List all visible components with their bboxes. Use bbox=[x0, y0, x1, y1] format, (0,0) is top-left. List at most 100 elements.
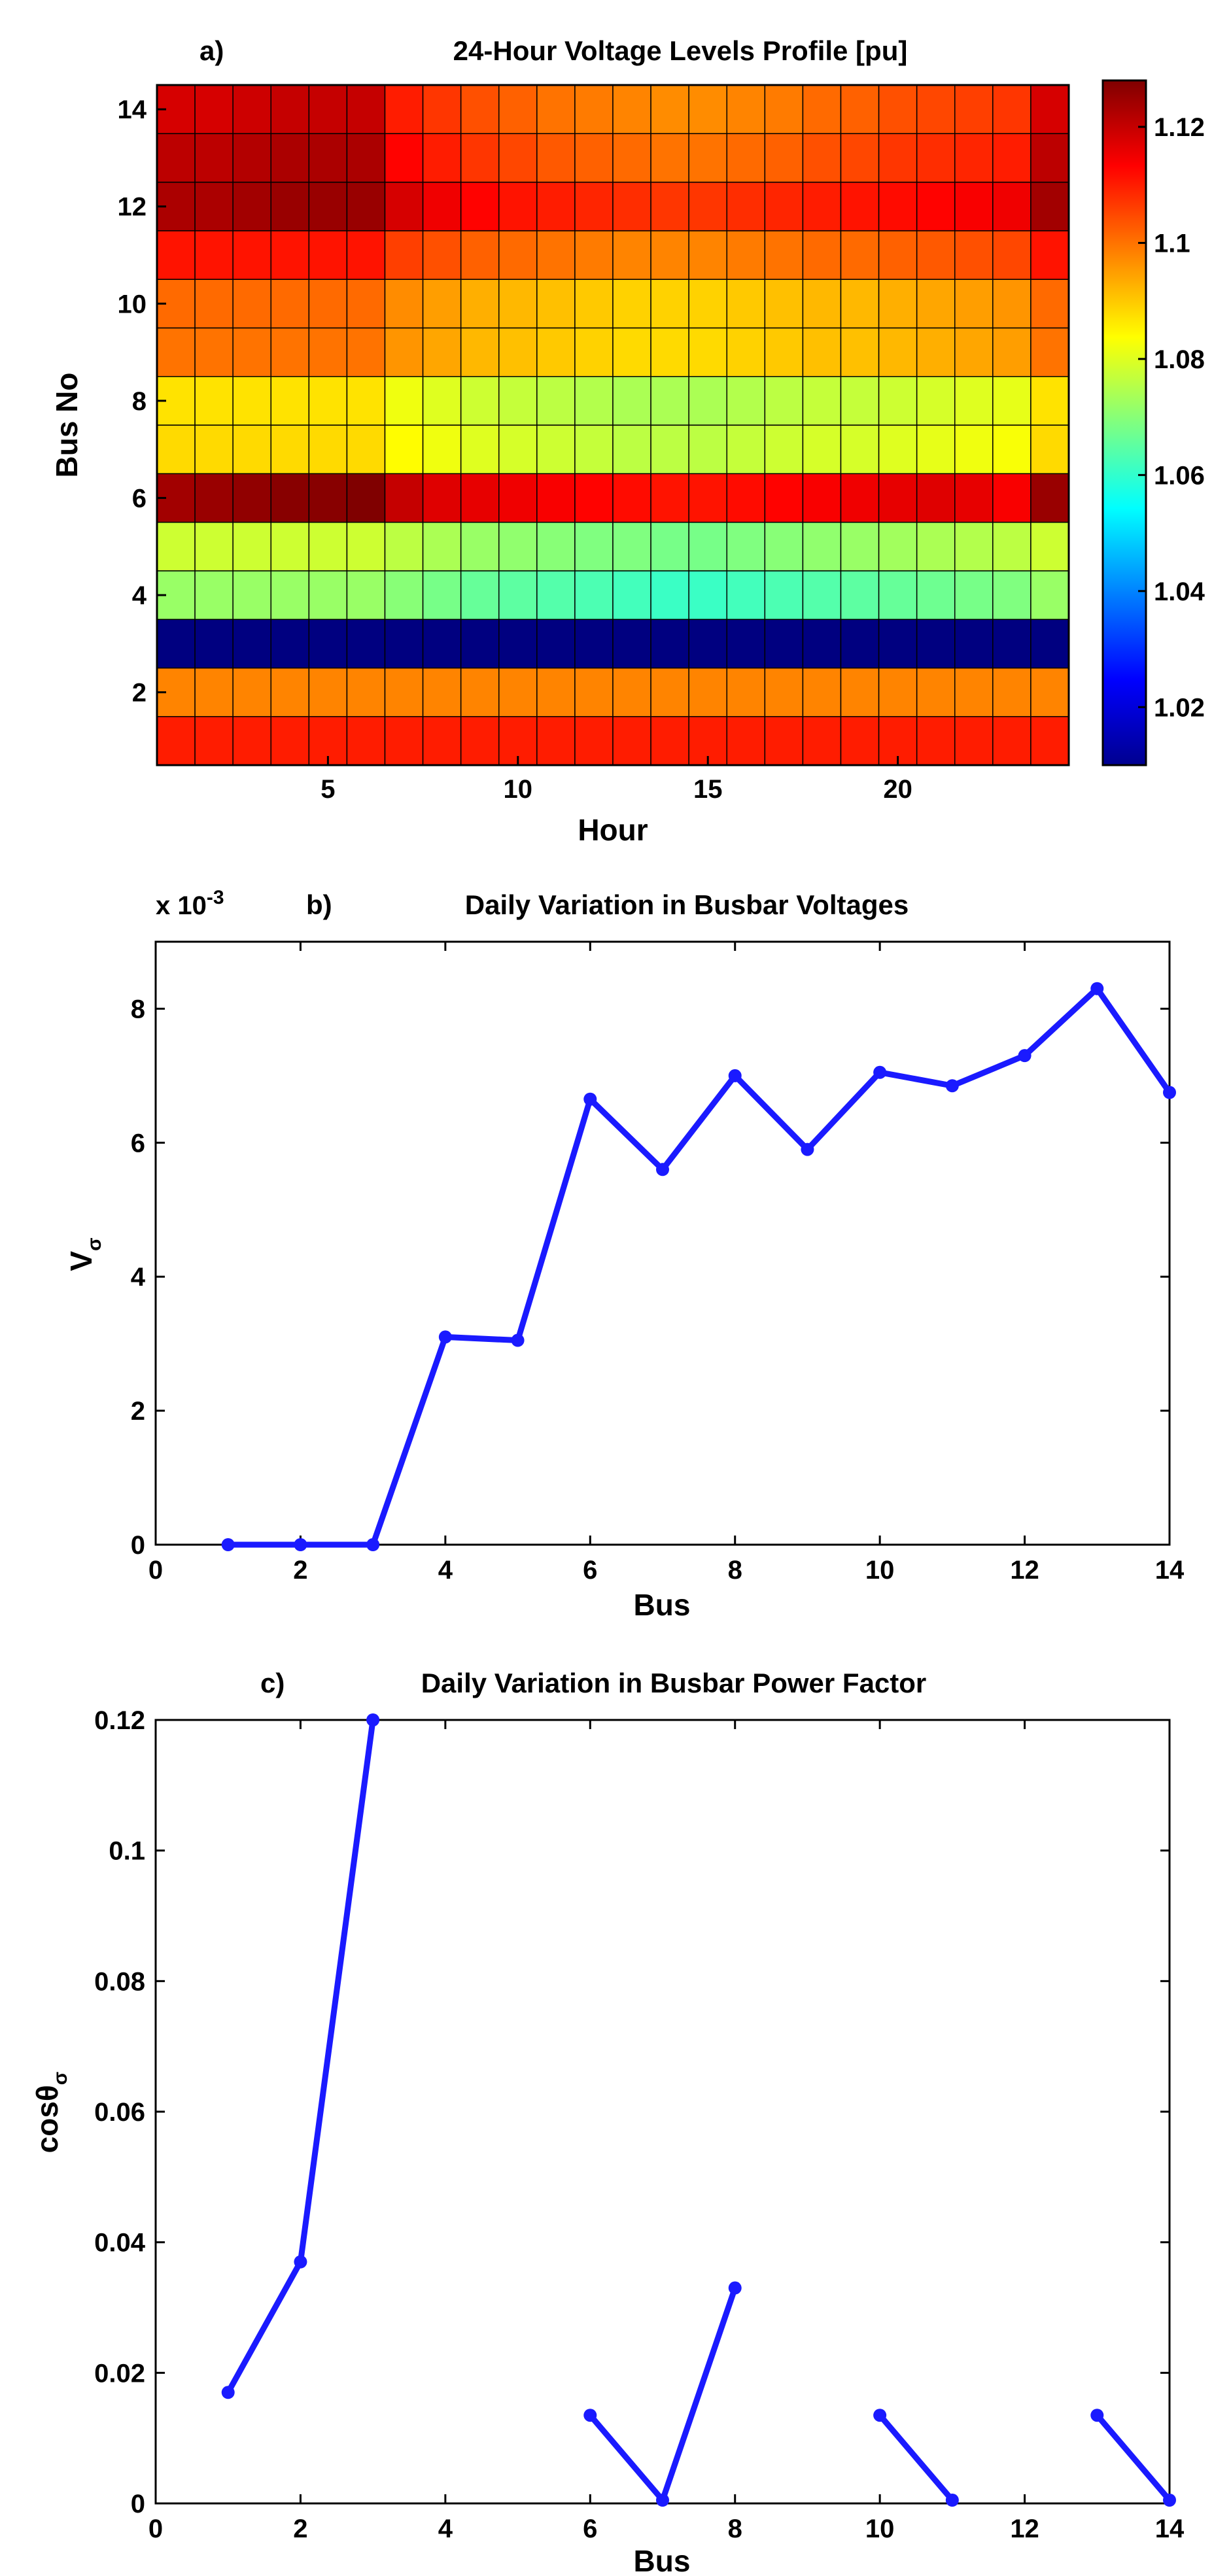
heatmap-cell bbox=[232, 473, 271, 523]
heatmap-cell bbox=[612, 619, 651, 669]
heatmap-cell bbox=[764, 715, 804, 766]
heatmap-cell bbox=[992, 279, 1032, 329]
heatmap-cell bbox=[346, 521, 386, 572]
heatmap-cell bbox=[156, 327, 196, 377]
pf-series-line bbox=[876, 2412, 956, 2503]
heatmap-cell bbox=[764, 521, 804, 572]
heatmap-cell bbox=[574, 279, 614, 329]
voltage-ticks: 0 2 4 6 8 10 12 14 0 2 4 6 8 bbox=[131, 942, 1185, 1585]
heatmap-cell bbox=[954, 521, 994, 572]
voltage-panel-letter: b) bbox=[306, 889, 332, 920]
heatmap-cell bbox=[1030, 619, 1069, 669]
voltage-data-point bbox=[221, 1538, 235, 1551]
heatmap-cell bbox=[384, 133, 424, 183]
heatmap-cell bbox=[536, 667, 576, 717]
pf-y-label-main: cosθ bbox=[30, 2085, 64, 2153]
heatmap-cell bbox=[764, 424, 804, 475]
heatmap-cell bbox=[346, 279, 386, 329]
pf-data-point bbox=[728, 2281, 742, 2295]
heatmap-cell bbox=[802, 181, 842, 232]
heatmap-cell bbox=[1030, 133, 1069, 183]
heatmap-cell bbox=[536, 230, 576, 280]
heatmap-cell bbox=[422, 375, 462, 426]
voltage-x-tick-label: 4 bbox=[438, 1556, 453, 1585]
heatmap-cell bbox=[992, 375, 1032, 426]
heatmap-cell bbox=[422, 570, 462, 620]
voltage-y-label-subscript: σ bbox=[84, 1237, 105, 1251]
colorbar-gradient bbox=[1101, 79, 1147, 766]
heatmap-cell bbox=[460, 375, 500, 426]
heatmap-cell bbox=[612, 133, 651, 183]
heatmap-cell bbox=[574, 84, 614, 135]
heatmap-cell bbox=[460, 667, 500, 717]
heatmap-cell bbox=[498, 424, 538, 475]
heatmap-cell bbox=[574, 570, 614, 620]
colorbar-tick-label: 1.1 bbox=[1154, 229, 1190, 258]
heatmap-cell bbox=[270, 715, 310, 766]
heatmap-cell bbox=[612, 84, 651, 135]
heatmap-cell bbox=[992, 715, 1032, 766]
heatmap-y-label: Bus No bbox=[50, 373, 84, 478]
heatmap-cell bbox=[574, 424, 614, 475]
heatmap-cell bbox=[688, 375, 727, 426]
heatmap-cell bbox=[536, 473, 576, 523]
heatmap-cell bbox=[232, 181, 271, 232]
heatmap-cell bbox=[308, 570, 348, 620]
heatmap-cell bbox=[346, 327, 386, 377]
heatmap-cell bbox=[156, 715, 196, 766]
heatmap-y-ticks: 2 4 6 8 10 12 14 bbox=[118, 95, 166, 708]
heatmap-cell bbox=[536, 279, 576, 329]
heatmap-cell bbox=[878, 279, 918, 329]
pf-ticks: 0 2 4 6 8 10 12 14 0 0.02 0.04 0.06 0.08 0.1 0.12 bbox=[94, 1706, 1185, 2543]
heatmap-cell bbox=[498, 375, 538, 426]
heatmap-cell bbox=[270, 570, 310, 620]
heatmap-cell bbox=[992, 667, 1032, 717]
heatmap-cell bbox=[954, 84, 994, 135]
heatmap-cell bbox=[612, 279, 651, 329]
heatmap-cell bbox=[422, 424, 462, 475]
voltage-x-tick-label: 14 bbox=[1155, 1556, 1185, 1585]
heatmap-cell bbox=[194, 181, 234, 232]
heatmap-cell bbox=[612, 570, 651, 620]
heatmap-cell bbox=[194, 327, 234, 377]
heatmap-cell bbox=[840, 424, 880, 475]
heatmap-cell bbox=[422, 619, 462, 669]
heatmap-cell bbox=[460, 570, 500, 620]
heatmap-x-tick-label: 15 bbox=[693, 775, 723, 804]
heatmap-cell bbox=[650, 570, 689, 620]
voltage-y-multiplier-base: x 10 bbox=[156, 891, 207, 920]
heatmap-cell bbox=[346, 473, 386, 523]
colorbar-tick-label: 1.08 bbox=[1154, 345, 1205, 374]
heatmap-cell bbox=[764, 279, 804, 329]
colorbar: 1.02 1.04 1.06 1.08 1.1 1.12 bbox=[1101, 79, 1205, 766]
heatmap-cell bbox=[232, 570, 271, 620]
voltage-data-point bbox=[1018, 1049, 1032, 1063]
voltage-y-multiplier-exponent: -3 bbox=[207, 887, 224, 908]
heatmap-cell bbox=[688, 327, 727, 377]
heatmap-cell bbox=[612, 715, 651, 766]
voltage-data-point bbox=[1163, 1086, 1176, 1099]
voltage-x-tick-label: 2 bbox=[293, 1556, 307, 1585]
heatmap-cell bbox=[992, 521, 1032, 572]
heatmap-cell bbox=[878, 619, 918, 669]
voltage-y-multiplier: x 10-3 bbox=[156, 887, 224, 920]
heatmap-cell bbox=[422, 133, 462, 183]
heatmap-cell bbox=[802, 375, 842, 426]
heatmap-cell bbox=[346, 424, 386, 475]
heatmap-cell bbox=[422, 473, 462, 523]
heatmap-cell bbox=[270, 327, 310, 377]
heatmap-cell bbox=[688, 424, 727, 475]
heatmap-cell bbox=[232, 133, 271, 183]
pf-x-tick-label: 14 bbox=[1155, 2515, 1185, 2543]
heatmap-cell bbox=[460, 181, 500, 232]
colorbar-tick-label: 1.06 bbox=[1154, 461, 1205, 490]
pf-series-line bbox=[225, 1717, 376, 2396]
heatmap-cell bbox=[802, 667, 842, 717]
heatmap-cell bbox=[916, 279, 956, 329]
heatmap-cell bbox=[992, 619, 1032, 669]
heatmap-cell bbox=[194, 570, 234, 620]
heatmap-cell bbox=[802, 424, 842, 475]
heatmap-y-tick-label: 6 bbox=[132, 484, 147, 513]
pf-y-tick-label: 0.02 bbox=[94, 2359, 145, 2388]
heatmap-cell bbox=[726, 570, 766, 620]
